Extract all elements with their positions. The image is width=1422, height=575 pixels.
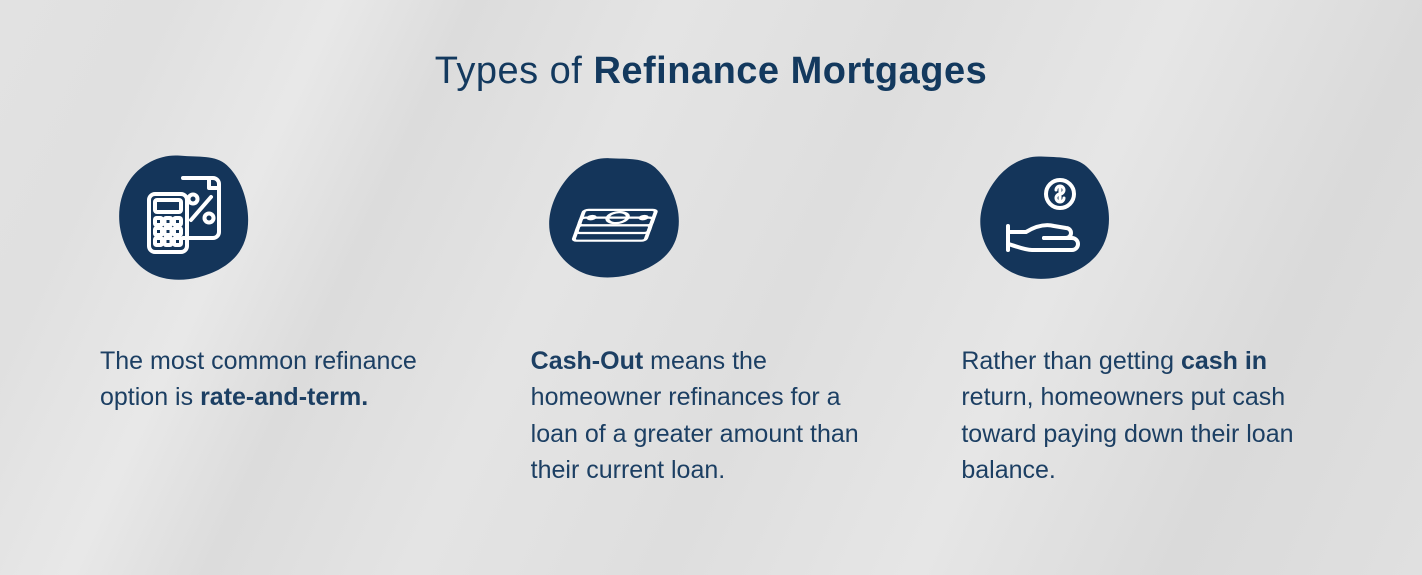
- card-desc: The most common refinance option is rate…: [100, 343, 461, 416]
- cash-stack-icon: [566, 166, 666, 266]
- desc-prefix: Rather than getting: [961, 347, 1181, 375]
- desc-suffix: return, homeowners put cash toward payin…: [961, 383, 1293, 484]
- infographic-wrap: Types of Refinance Mortgages: [0, 0, 1422, 575]
- hand-coin-icon: [996, 166, 1096, 266]
- card-cash-out: Cash-Out means the homeowner refinances …: [531, 131, 892, 488]
- card-desc: Cash-Out means the homeowner refinances …: [531, 343, 892, 488]
- blob-cash-in: [961, 131, 1131, 301]
- desc-bold: rate-and-term.: [200, 383, 368, 411]
- card-cash-in: Rather than getting cash in return, home…: [961, 131, 1322, 488]
- cards-row: The most common refinance option is rate…: [100, 131, 1322, 488]
- desc-bold: cash in: [1181, 347, 1267, 375]
- card-desc: Rather than getting cash in return, home…: [961, 343, 1322, 488]
- title-prefix: Types of: [435, 50, 594, 92]
- desc-bold: Cash-Out: [531, 347, 644, 375]
- calculator-percent-icon: [135, 166, 235, 266]
- blob-cash-out: [531, 131, 701, 301]
- page-title: Types of Refinance Mortgages: [100, 50, 1322, 93]
- blob-rate-and-term: [100, 131, 270, 301]
- title-bold: Refinance Mortgages: [593, 50, 987, 92]
- card-rate-and-term: The most common refinance option is rate…: [100, 131, 461, 488]
